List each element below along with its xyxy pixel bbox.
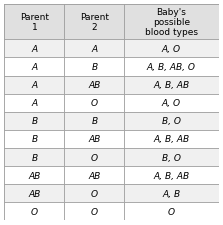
Text: A: A bbox=[91, 45, 97, 54]
Text: A, B: A, B bbox=[162, 189, 180, 198]
Bar bbox=[124, 58, 219, 76]
Bar bbox=[4, 148, 64, 166]
Bar bbox=[124, 166, 219, 184]
Bar bbox=[124, 76, 219, 94]
Bar bbox=[64, 40, 124, 58]
Text: B: B bbox=[91, 63, 97, 72]
Text: A, B, AB: A, B, AB bbox=[153, 135, 190, 144]
Text: AB: AB bbox=[28, 171, 41, 180]
Bar bbox=[4, 166, 64, 184]
Bar bbox=[4, 202, 64, 220]
Text: O: O bbox=[91, 207, 98, 216]
Bar bbox=[124, 4, 219, 40]
Bar bbox=[124, 40, 219, 58]
Bar bbox=[64, 130, 124, 148]
Text: AB: AB bbox=[88, 171, 101, 180]
Bar bbox=[64, 148, 124, 166]
Text: Baby's
possible
blood types: Baby's possible blood types bbox=[145, 8, 198, 37]
Text: A, B, AB, O: A, B, AB, O bbox=[147, 63, 196, 72]
Text: AB: AB bbox=[88, 81, 101, 90]
Bar bbox=[64, 184, 124, 202]
Text: A: A bbox=[31, 81, 37, 90]
Bar bbox=[4, 4, 64, 40]
Text: O: O bbox=[168, 207, 175, 216]
Bar bbox=[64, 76, 124, 94]
Text: B, O: B, O bbox=[162, 117, 181, 126]
Text: B: B bbox=[31, 135, 37, 144]
Bar bbox=[64, 4, 124, 40]
Bar bbox=[124, 148, 219, 166]
Bar bbox=[4, 112, 64, 130]
Bar bbox=[124, 112, 219, 130]
Bar bbox=[64, 94, 124, 112]
Text: A: A bbox=[31, 63, 37, 72]
Text: A, B, AB: A, B, AB bbox=[153, 81, 190, 90]
Bar bbox=[4, 58, 64, 76]
Bar bbox=[4, 130, 64, 148]
Text: B: B bbox=[31, 153, 37, 162]
Text: Parent
2: Parent 2 bbox=[80, 13, 109, 32]
Bar bbox=[4, 40, 64, 58]
Text: B: B bbox=[31, 117, 37, 126]
Text: Parent
1: Parent 1 bbox=[20, 13, 49, 32]
Text: A: A bbox=[31, 45, 37, 54]
Bar bbox=[64, 166, 124, 184]
Text: B: B bbox=[91, 117, 97, 126]
Text: O: O bbox=[91, 189, 98, 198]
Text: A, B, AB: A, B, AB bbox=[153, 171, 190, 180]
Bar bbox=[124, 130, 219, 148]
Text: A, O: A, O bbox=[162, 45, 181, 54]
Bar bbox=[124, 202, 219, 220]
Text: O: O bbox=[91, 153, 98, 162]
Bar bbox=[4, 76, 64, 94]
Text: B, O: B, O bbox=[162, 153, 181, 162]
Bar bbox=[64, 202, 124, 220]
Bar bbox=[4, 94, 64, 112]
Bar bbox=[124, 184, 219, 202]
Bar bbox=[4, 184, 64, 202]
Bar bbox=[124, 94, 219, 112]
Text: O: O bbox=[31, 207, 38, 216]
Bar bbox=[64, 112, 124, 130]
Text: A, O: A, O bbox=[162, 99, 181, 108]
Bar bbox=[64, 58, 124, 76]
Text: A: A bbox=[31, 99, 37, 108]
Text: AB: AB bbox=[28, 189, 41, 198]
Text: O: O bbox=[91, 99, 98, 108]
Text: AB: AB bbox=[88, 135, 101, 144]
